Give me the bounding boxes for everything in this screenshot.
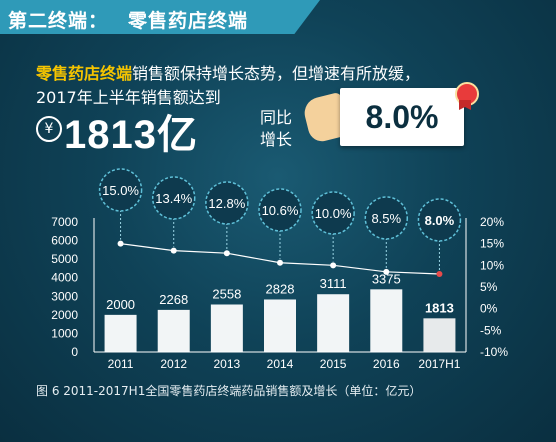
growth-line [120, 243, 440, 275]
growth-value-label: 8.5% [371, 211, 401, 226]
x-tick-label: 2012 [160, 357, 187, 371]
y-left-tick-label: 0 [71, 345, 78, 359]
y-left-tick-label: 4000 [51, 271, 78, 285]
bar [104, 314, 137, 352]
intro-highlight: 零售药店终端 [36, 64, 133, 83]
bar-value-label: 2828 [266, 281, 295, 296]
bar-value-label: 2558 [212, 286, 241, 301]
bar [264, 299, 296, 352]
bar-value-label: 2268 [159, 292, 188, 307]
x-tick-label: 2015 [320, 357, 347, 371]
growth-point [223, 250, 230, 257]
y-left-tick-label: 2000 [51, 308, 78, 322]
growth-value-label: 8.0% [425, 213, 455, 228]
growth-bubble [417, 198, 462, 242]
chart-caption: 图 6 2011-2017H1全国零售药店终端药品销售额及增长（单位：亿元） [36, 384, 422, 398]
y-right-tick-label: 10% [480, 258, 504, 272]
bar [157, 309, 190, 352]
bar-value-label: 2000 [106, 297, 135, 312]
y-left-tick-label: 3000 [51, 289, 78, 303]
growth-value-label: 15.0% [102, 183, 139, 198]
y-left-tick-label: 7000 [51, 215, 78, 229]
bar [370, 289, 403, 352]
bar-value-label: 3111 [320, 276, 347, 291]
sales-amount: 1813亿 [64, 113, 198, 157]
bar-value-label: 3375 [372, 271, 401, 286]
growth-bubble [151, 176, 196, 220]
y-right-tick-label: -5% [480, 323, 502, 337]
growth-point [170, 247, 177, 254]
y-left-tick-label: 6000 [51, 234, 78, 248]
yoy-value: 8.0% [365, 98, 439, 135]
y-left-tick-label: 5000 [51, 252, 78, 266]
growth-value-label: 13.4% [155, 191, 192, 206]
yoy-card: 8.0% [340, 88, 464, 146]
growth-point [330, 262, 337, 269]
growth-value-label: 12.8% [208, 196, 245, 211]
x-tick-label: 2016 [373, 357, 400, 371]
y-right-tick-label: 20% [480, 215, 504, 229]
growth-value-label: 10.6% [262, 203, 299, 218]
bar [210, 304, 243, 352]
growth-point [277, 259, 283, 266]
growth-point [383, 268, 390, 275]
growth-bubble [364, 196, 409, 240]
yen-icon: ¥ [36, 116, 62, 142]
yoy-label-1: 同比 [260, 108, 293, 127]
x-tick-label: 2013 [214, 357, 241, 371]
growth-point [436, 271, 443, 277]
y-right-tick-label: 15% [480, 237, 504, 251]
y-right-tick-label: 0% [480, 302, 498, 316]
banner-prefix: 第二终端： [8, 10, 109, 32]
section-banner [0, 0, 320, 34]
growth-point [117, 240, 124, 247]
award-ribbon-tail-icon [459, 100, 471, 110]
banner-title: 零售药店终端 [128, 10, 249, 32]
bar [423, 318, 456, 352]
yoy-label-2: 增长 [260, 130, 293, 149]
intro-line-1-rest: 销售额保持增长态势，但增速有所放缓， [132, 64, 421, 83]
growth-value-label: 10.0% [315, 206, 352, 221]
intro-line-1: 零售药店终端销售额保持增长态势，但增速有所放缓， [36, 60, 420, 84]
bar [317, 294, 350, 352]
growth-bubble [98, 168, 143, 212]
bar-value-label: 1813 [425, 300, 454, 315]
x-tick-label: 2011 [108, 357, 134, 371]
x-tick-label: 2014 [267, 357, 294, 371]
x-tick-label: 2017H1 [418, 357, 460, 371]
y-right-tick-label: -10% [480, 345, 508, 359]
growth-bubble [205, 181, 249, 225]
growth-bubble [311, 191, 355, 235]
y-left-tick-label: 1000 [51, 326, 78, 340]
intro-line-2: 2017年上半年销售额达到 [36, 88, 221, 107]
y-right-tick-label: 5% [480, 280, 498, 294]
growth-bubble [258, 188, 302, 232]
